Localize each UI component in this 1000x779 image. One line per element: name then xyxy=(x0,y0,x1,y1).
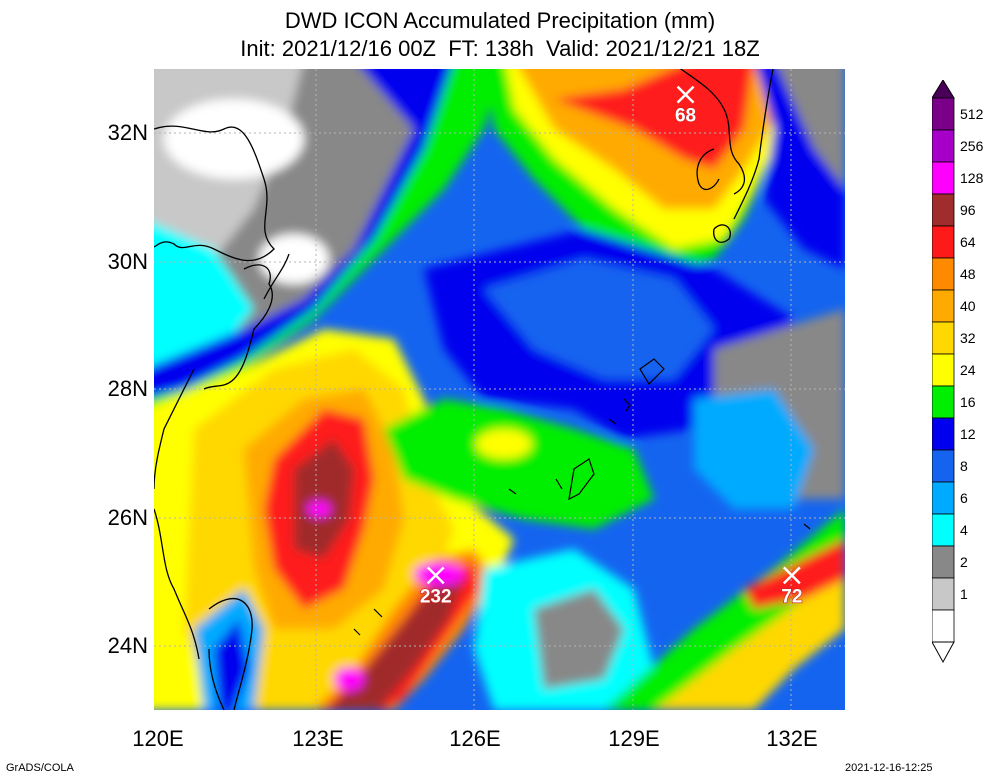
lon-label-129e: 129E xyxy=(608,726,660,751)
lon-label-126e: 126E xyxy=(449,726,501,751)
lon-label-123e: 123E xyxy=(292,726,344,751)
legend-label-16: 16 xyxy=(960,394,976,410)
legend-label-40: 40 xyxy=(960,298,976,314)
legend-top-arrow xyxy=(932,80,955,99)
max-marker-232: 232 xyxy=(419,566,452,608)
legend-swatch-1 xyxy=(932,577,955,611)
legend-label-8: 8 xyxy=(960,458,968,474)
legend-label-512: 512 xyxy=(960,106,984,122)
lat-label-28n: 28N xyxy=(107,376,148,401)
footer-timestamp: 2021-12-16-12:25 xyxy=(845,762,933,774)
legend-label-24: 24 xyxy=(960,362,976,378)
legend-swatch-8 xyxy=(932,449,955,483)
max-precip-markers: 68 232 72 xyxy=(419,85,803,608)
legend-label-128: 128 xyxy=(960,170,984,186)
lon-label-120e: 120E xyxy=(132,726,184,751)
max-marker-label: 68 xyxy=(675,106,696,127)
max-marker-label: 72 xyxy=(781,586,802,607)
legend-label-32: 32 xyxy=(960,330,976,346)
lon-label-132e: 132E xyxy=(766,726,818,751)
legend-swatch-6 xyxy=(932,481,955,515)
max-marker-label: 232 xyxy=(420,586,452,607)
legend-label-12: 12 xyxy=(960,426,976,442)
legend-swatch-4 xyxy=(932,513,955,547)
legend-swatch-512 xyxy=(932,97,955,131)
legend-swatch-12 xyxy=(932,417,955,451)
legend-label-64: 64 xyxy=(960,234,976,250)
legend-label-48: 48 xyxy=(960,266,976,282)
legend-swatch-0 xyxy=(932,609,955,643)
lat-label-32n: 32N xyxy=(107,120,148,145)
max-marker-68: 68 xyxy=(674,85,697,127)
legend-label-256: 256 xyxy=(960,138,984,154)
legend-label-6: 6 xyxy=(960,490,968,506)
legend-swatch-96 xyxy=(932,193,955,227)
lat-label-24n: 24N xyxy=(107,633,148,658)
legend-swatch-64 xyxy=(932,225,955,259)
legend-swatch-40 xyxy=(932,289,955,323)
map-title-line1: DWD ICON Accumulated Precipitation (mm) xyxy=(284,8,716,33)
map-title-line2: Init: 2021/12/16 00Z FT: 138h Valid: 202… xyxy=(240,36,760,61)
precipitation-map: 68 232 72 xyxy=(154,69,845,710)
legend-swatch-16 xyxy=(932,385,955,419)
legend-swatch-48 xyxy=(932,257,955,291)
precipitation-color-legend xyxy=(932,80,955,664)
legend-swatch-128 xyxy=(932,161,955,195)
legend-label-96: 96 xyxy=(960,202,976,218)
legend-swatch-256 xyxy=(932,129,955,163)
legend-swatch-24 xyxy=(932,353,955,387)
max-marker-72: 72 xyxy=(781,566,803,608)
legend-swatch-32 xyxy=(932,321,955,355)
legend-label-2: 2 xyxy=(960,554,968,570)
legend-bottom-arrow xyxy=(932,641,955,664)
legend-label-4: 4 xyxy=(960,522,968,538)
footer-software: GrADS/COLA xyxy=(6,762,74,774)
legend-swatch-2 xyxy=(932,545,955,579)
lat-label-26n: 26N xyxy=(107,505,148,530)
lat-label-30n: 30N xyxy=(107,249,148,274)
legend-label-1: 1 xyxy=(960,586,968,602)
